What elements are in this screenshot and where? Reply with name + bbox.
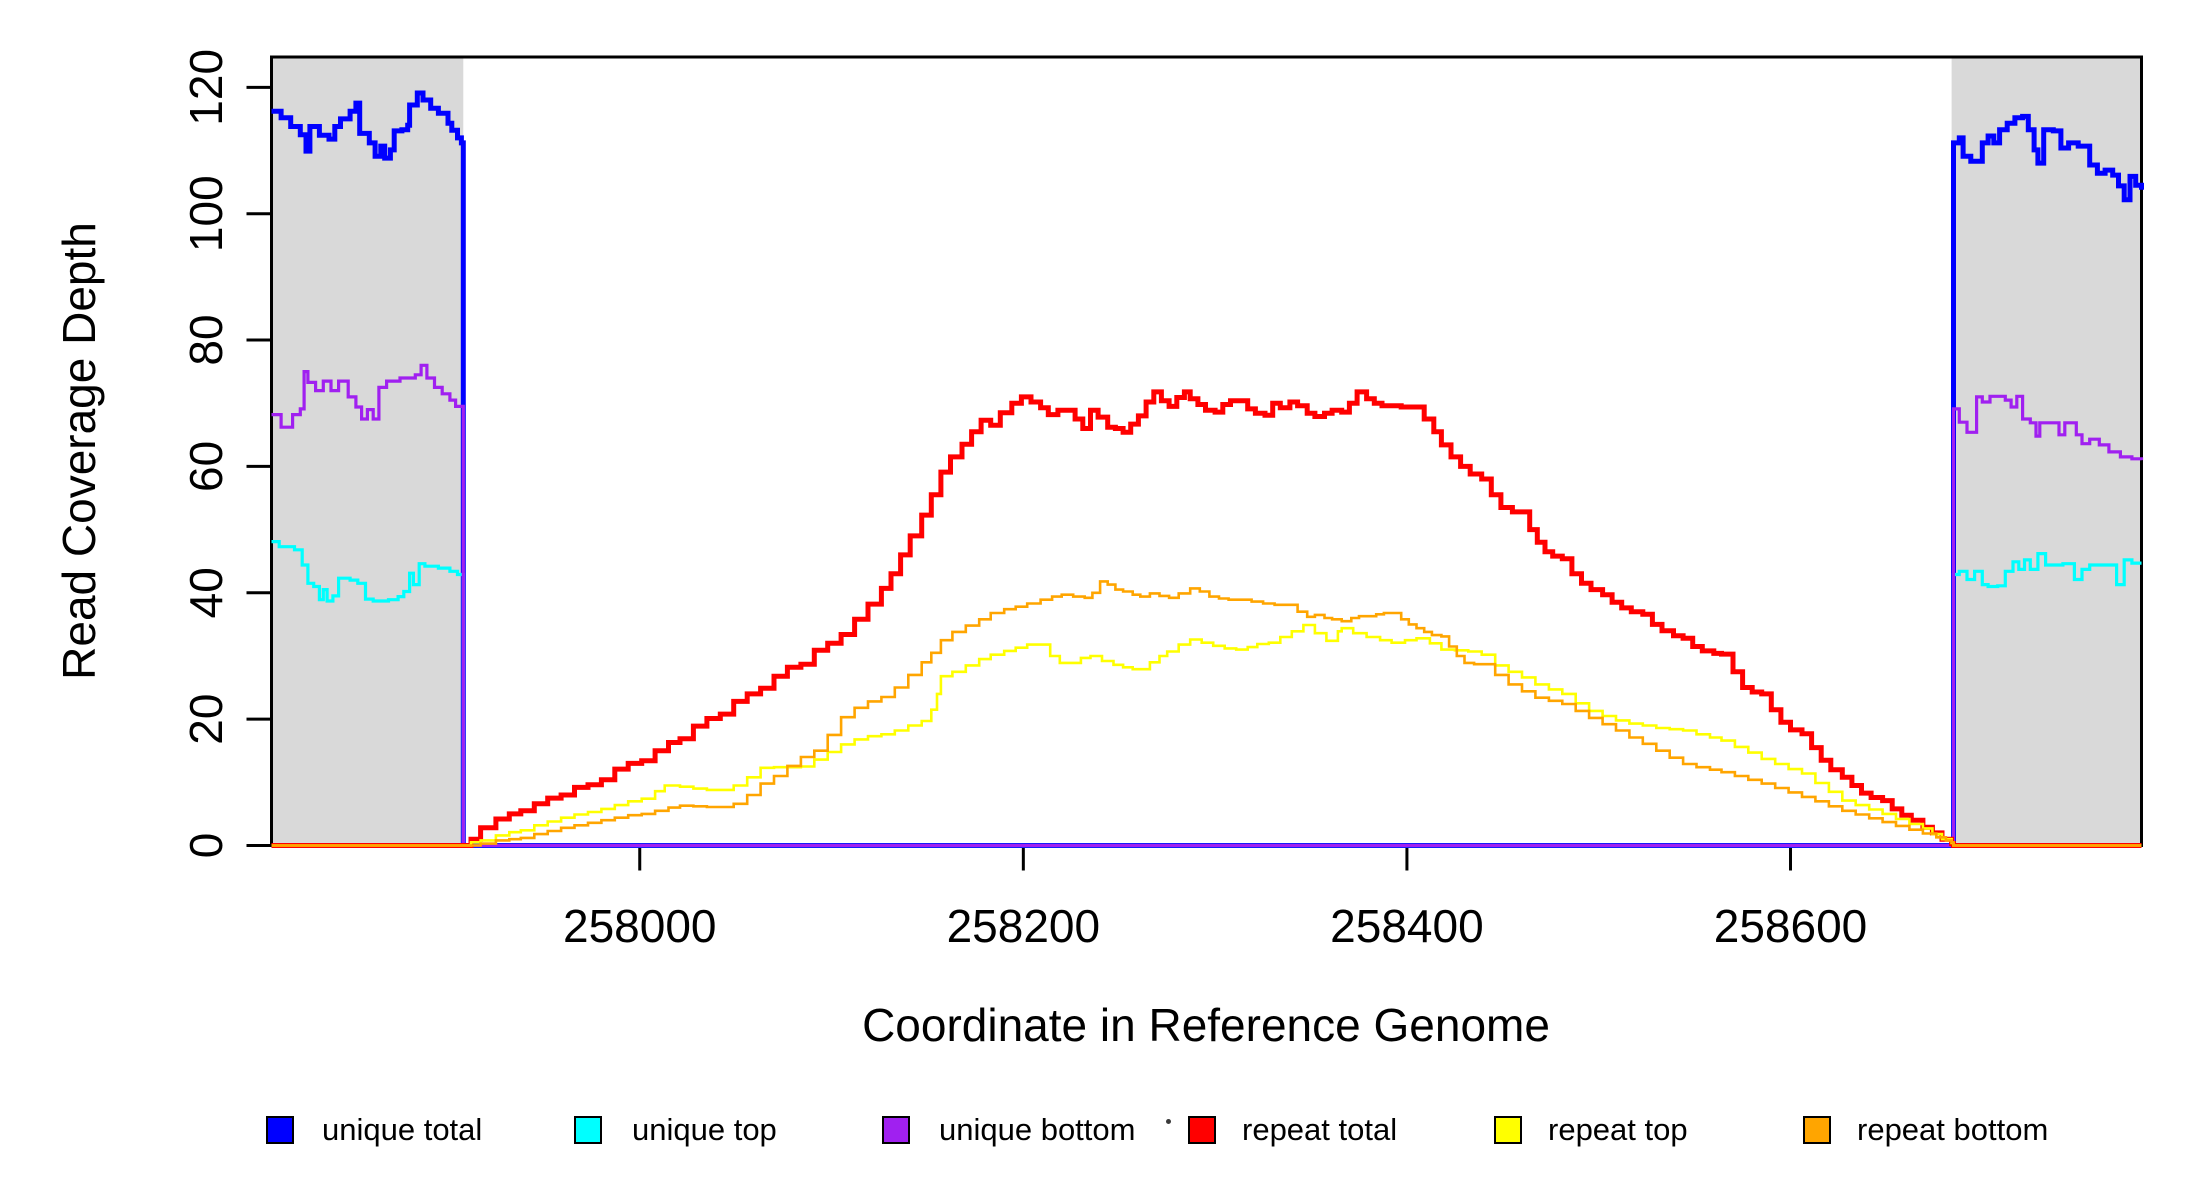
series-unique-bottom-line: [271, 363, 2144, 848]
legend-swatch-unique-total: [266, 1116, 294, 1144]
shaded-unique-regions: [271, 57, 2142, 846]
stray-dot-artifact: [1166, 1119, 1171, 1124]
y-tick-label: 100: [180, 175, 232, 252]
x-axis-title: Coordinate in Reference Genome: [862, 999, 1550, 1051]
x-tick-label: 258200: [947, 900, 1101, 952]
plot-box: [270, 55, 2143, 847]
legend: unique total unique top unique bottom repea…: [0, 0, 2200, 1145]
legend-swatch-repeat-top: [1494, 1116, 1522, 1144]
legend-label-unique-total: unique total: [322, 1112, 483, 1147]
legend-label-repeat-bottom: repeat bottom: [1857, 1112, 2049, 1147]
legend-label-unique-top: unique top: [632, 1112, 777, 1147]
y-tick-label: 120: [180, 49, 232, 126]
series-repeat-top-line: [271, 623, 2142, 847]
axes: 258000 258200 258400 258600 0 20 40 60 80 100 120: [180, 49, 2143, 952]
y-tick-label: 40: [180, 567, 232, 618]
x-tick-label: 258400: [1330, 900, 1484, 952]
series-repeat-total-line: [271, 389, 2142, 848]
y-tick-label: 20: [180, 694, 232, 745]
series-repeat-bottom-line: [271, 580, 2142, 847]
legend-label-repeat-total: repeat total: [1242, 1112, 1398, 1147]
y-tick-label: 80: [180, 314, 232, 365]
legend-swatch-unique-bottom: [882, 1116, 910, 1144]
x-tick-label: 258000: [563, 900, 717, 952]
unique-region-left: [271, 57, 464, 846]
y-tick-label: 0: [180, 833, 232, 859]
series-unique-total-line: [271, 90, 2144, 848]
y-axis-title: Read Coverage Depth: [53, 222, 105, 680]
series-unique-top-line: [271, 540, 2142, 848]
legend-swatch-unique-top: [574, 1116, 602, 1144]
y-tick-label: 60: [180, 441, 232, 492]
series-lines: [271, 90, 2144, 848]
legend-swatch-repeat-total: [1188, 1116, 1216, 1144]
x-tick-label: 258600: [1714, 900, 1868, 952]
legend-label-unique-bottom: unique bottom: [939, 1112, 1136, 1147]
legend-swatch-repeat-bottom: [1803, 1116, 1831, 1144]
legend-label-repeat-top: repeat top: [1548, 1112, 1688, 1147]
